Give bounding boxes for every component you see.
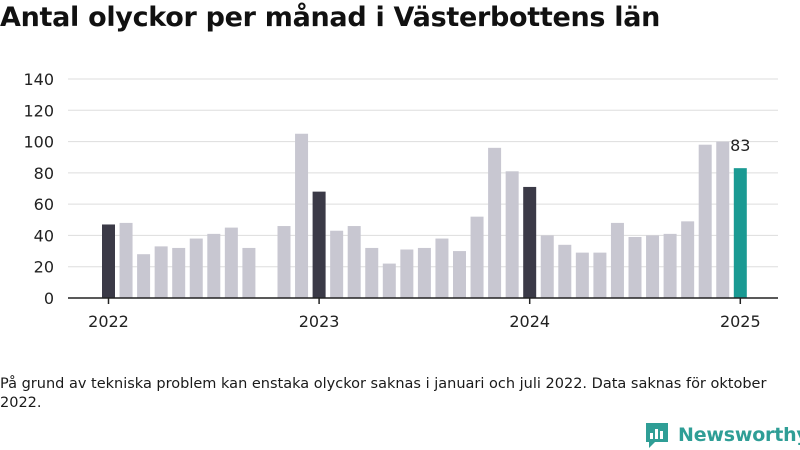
y-tick-label: 80 — [34, 164, 54, 183]
bar-2023-03 — [347, 226, 361, 298]
bar-2022-04 — [154, 246, 168, 298]
y-tick-label: 40 — [34, 226, 54, 245]
bar-2023-07 — [417, 247, 431, 298]
bar-2024-09 — [663, 233, 677, 298]
bar-2024-06 — [610, 222, 624, 298]
bar-2022-02 — [119, 222, 133, 298]
bar-2024-05 — [593, 252, 607, 298]
bar-2022-06 — [189, 238, 203, 298]
bar-2023-09 — [453, 251, 466, 298]
bar-2024-02 — [540, 235, 554, 298]
bar-2022-09 — [242, 247, 256, 298]
bar-2024-10 — [681, 221, 695, 298]
bar-2022-08 — [224, 227, 238, 298]
bar-2023-04 — [365, 247, 379, 298]
chart-title: Antal olyckor per månad i Västerbottens … — [0, 2, 661, 33]
bar-2022-12 — [295, 133, 309, 298]
x-tick-label: 2024 — [509, 312, 550, 331]
bar-2024-04 — [575, 252, 589, 298]
footnote: På grund av tekniska problem kan enstaka… — [0, 376, 767, 411]
bar-chart: 0 20 40 60 80 100 120 140 2022 2023 2024 2025 83 — [23, 70, 778, 331]
bar-2023-02 — [330, 230, 344, 298]
bar-2022-03 — [137, 254, 151, 298]
bar-2024-03 — [558, 244, 572, 298]
annotations: 83 — [730, 136, 750, 155]
bar-2024-08 — [646, 235, 660, 298]
y-tick-label: 60 — [34, 195, 54, 214]
bar-2023-05 — [382, 263, 396, 298]
bar-2025-01 — [733, 168, 747, 298]
bar-2022-01 — [102, 224, 115, 298]
bar-2022-07 — [207, 233, 221, 298]
gridlines — [68, 78, 778, 268]
x-tick-label: 2025 — [720, 312, 761, 331]
y-tick-label: 140 — [23, 70, 54, 89]
bar-2023-01 — [312, 191, 326, 298]
data-label-latest: 83 — [730, 136, 750, 155]
bar-2024-11 — [698, 144, 712, 298]
newsworthy-logo-icon — [646, 423, 668, 448]
brand-name: Newsworthy — [678, 424, 800, 446]
bar-2024-01 — [523, 186, 537, 298]
y-axis-ticks: 0 20 40 60 80 100 120 140 — [23, 70, 54, 308]
y-tick-label: 0 — [44, 289, 54, 308]
bar-2024-07 — [628, 236, 642, 298]
bars — [102, 133, 747, 298]
y-tick-label: 120 — [23, 101, 54, 120]
brand[interactable]: Newsworthy — [644, 421, 800, 449]
y-tick-label: 20 — [34, 258, 54, 277]
x-axis: 2022 2023 2024 2025 — [68, 297, 778, 331]
bar-2024-12 — [716, 141, 730, 298]
bar-2023-08 — [435, 238, 449, 298]
bar-2023-10 — [470, 216, 484, 298]
bar-2022-05 — [172, 247, 186, 298]
y-tick-label: 100 — [23, 133, 54, 152]
bar-2023-06 — [400, 249, 414, 298]
bar-2022-11 — [277, 226, 291, 298]
bar-2023-11 — [488, 147, 502, 298]
bar-2023-12 — [505, 171, 519, 298]
x-tick-label: 2022 — [88, 312, 129, 331]
x-tick-label: 2023 — [299, 312, 340, 331]
